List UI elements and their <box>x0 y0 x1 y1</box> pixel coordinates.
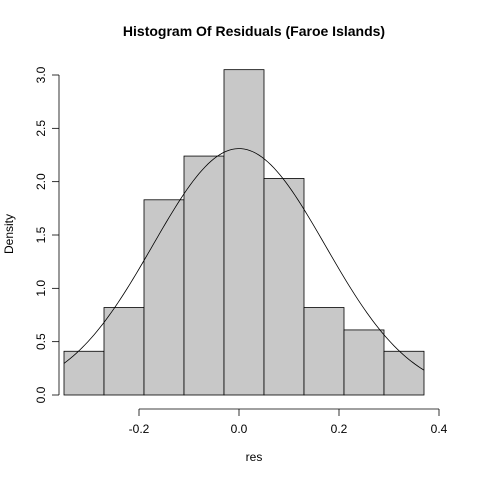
x-axis: -0.2 0.0 0.2 0.4 <box>129 408 448 436</box>
histogram-bar-1 <box>63 350 105 396</box>
y-tick-label: 1.5 <box>34 226 48 243</box>
x-axis-label: res <box>246 450 263 464</box>
density-curve <box>63 148 425 371</box>
histogram-bar-8 <box>343 329 385 396</box>
x-tick-label: 0.0 <box>231 422 248 436</box>
histogram-bar-5 <box>223 69 265 396</box>
histogram-bars <box>63 69 425 396</box>
y-tick-label: 0.0 <box>34 386 48 403</box>
y-tick-label: 3.0 <box>34 66 48 83</box>
y-tick-label: 2.5 <box>34 120 48 137</box>
y-tick-label: 2.0 <box>34 173 48 190</box>
x-tick-label: 0.2 <box>331 422 348 436</box>
histogram-bar-2 <box>103 307 145 396</box>
histogram-bar-3 <box>143 199 185 396</box>
chart-title: Histogram Of Residuals (Faroe Islands) <box>123 23 385 39</box>
y-tick-label: 1.0 <box>34 280 48 297</box>
x-tick-label: -0.2 <box>129 422 150 436</box>
histogram-bar-9 <box>383 350 425 396</box>
y-tick-label: 0.5 <box>34 333 48 350</box>
y-axis-label: Density <box>2 214 16 254</box>
histogram-bar-4 <box>183 155 225 396</box>
histogram-bar-6 <box>263 178 305 396</box>
x-tick-label: 0.4 <box>431 422 448 436</box>
histogram-bar-7 <box>303 307 345 396</box>
y-axis: 0.0 0.5 1.0 1.5 2.0 2.5 3.0 <box>34 66 60 403</box>
